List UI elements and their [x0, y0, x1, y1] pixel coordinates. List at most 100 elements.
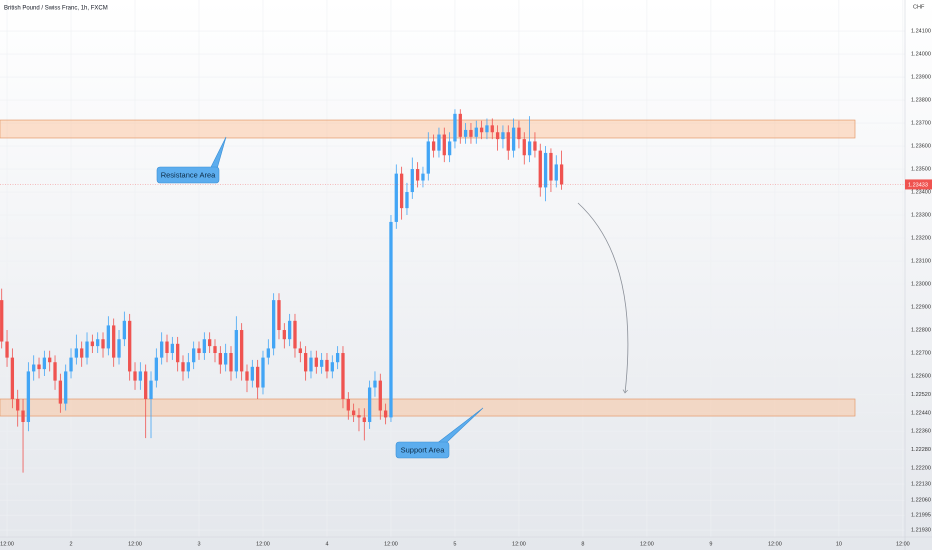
x-tick-label: 2 — [69, 541, 72, 547]
candle-body — [69, 357, 73, 372]
candle-body — [170, 343, 174, 354]
annotation: Support Area — [401, 445, 446, 454]
candle-body — [5, 341, 9, 358]
x-tick-label: 12:00 — [0, 541, 14, 547]
last-price: 1.23433 — [0, 179, 932, 190]
candle-body — [122, 320, 127, 340]
candle-body — [405, 192, 409, 209]
candle-body — [272, 300, 276, 349]
x-tick-label: 10 — [836, 541, 842, 547]
y-tick-label: 1.24100 — [911, 29, 931, 35]
candle-body — [303, 353, 308, 372]
candle-body — [144, 371, 148, 400]
candle-body — [202, 339, 206, 354]
candle-body — [234, 330, 238, 372]
axes: 1.24100 1.24000 1.23900 1.23800 1.23700 1.236… — [0, 29, 931, 548]
candle-body — [64, 371, 68, 404]
candle-body — [378, 380, 382, 411]
candle-body — [90, 341, 95, 347]
candle-body — [261, 357, 265, 388]
x-tick-label: 3 — [197, 541, 200, 547]
zones — [0, 119, 856, 417]
candle-body — [80, 348, 84, 358]
x-tick-label: 9 — [709, 541, 712, 547]
x-tick-label: 12:00 — [128, 541, 142, 547]
x-tick-label: 12:00 — [512, 541, 526, 547]
currency-label: CHF — [913, 4, 925, 10]
candle-body — [362, 417, 366, 423]
candle-body — [282, 330, 286, 340]
candle-body — [346, 399, 350, 411]
candle-body — [458, 113, 462, 137]
candle-body — [224, 353, 228, 365]
candle-body — [250, 366, 254, 381]
candle-body — [341, 353, 345, 400]
candle-body — [287, 320, 292, 340]
candles — [0, 109, 564, 473]
x-tick-label: 12:00 — [640, 541, 654, 547]
candle-body — [85, 341, 89, 358]
candle-body — [213, 346, 217, 354]
candle-body — [32, 364, 36, 372]
candle-body — [533, 141, 537, 151]
annotation: Resistance Area — [161, 170, 216, 179]
callout-box — [156, 166, 220, 184]
candle-body — [501, 132, 505, 140]
y-tick-label: 1.23800 — [911, 97, 931, 103]
candle-body — [293, 320, 297, 349]
candle-body — [463, 129, 468, 137]
candle-body — [495, 132, 500, 140]
candle-body — [112, 325, 116, 358]
candle-body — [447, 141, 452, 156]
candle-body — [0, 300, 4, 342]
y-tick-label: 1.22060 — [911, 498, 931, 504]
candle-body — [117, 339, 121, 358]
x-tick-label: 5 — [453, 541, 456, 547]
candle-body — [298, 348, 302, 354]
candle-body — [357, 415, 361, 418]
y-tick-label: 1.23000 — [911, 281, 931, 287]
candle-body — [517, 127, 521, 140]
projection-arrow — [577, 202, 629, 394]
last-price-tag — [905, 179, 932, 190]
candle-body — [522, 139, 526, 156]
chart-title: British Pound / Swiss Franc, 1h, FXCM — [4, 6, 108, 12]
candle-body — [197, 348, 201, 354]
candle-body — [351, 410, 356, 416]
candle-body — [96, 339, 100, 347]
candle-body — [431, 141, 436, 151]
candle-body — [549, 152, 553, 181]
candle-body — [490, 125, 494, 133]
price-zone — [0, 398, 856, 417]
candle-body — [426, 141, 430, 174]
candle-body — [42, 357, 47, 370]
candle-body — [538, 150, 542, 188]
candle-body — [394, 173, 398, 222]
callout-box — [395, 441, 450, 459]
candle-body — [165, 341, 169, 354]
candle-body — [53, 362, 57, 381]
candle-body — [314, 357, 318, 367]
candle-body — [16, 399, 20, 411]
candle-body — [48, 357, 52, 363]
y-tick-label: 1.22900 — [911, 304, 931, 310]
candle-body — [511, 127, 516, 151]
y-tick-label: 1.23100 — [911, 258, 931, 264]
x-tick-label: 12:00 — [768, 541, 782, 547]
candle-body — [330, 362, 334, 372]
candle-body — [399, 173, 404, 209]
y-tick-label: 1.22440 — [911, 410, 931, 416]
x-tick-label: 12:00 — [384, 541, 398, 547]
candle-body — [240, 330, 244, 372]
y-tick-label: 1.23600 — [911, 143, 931, 149]
candle-body — [256, 366, 260, 388]
candle-body — [10, 357, 15, 400]
candle-body — [554, 164, 558, 181]
candle-body — [160, 341, 164, 358]
candle-body — [485, 125, 489, 133]
grid — [0, 0, 905, 537]
candle-body — [367, 387, 372, 423]
y-tick-label: 1.22130 — [911, 482, 931, 488]
